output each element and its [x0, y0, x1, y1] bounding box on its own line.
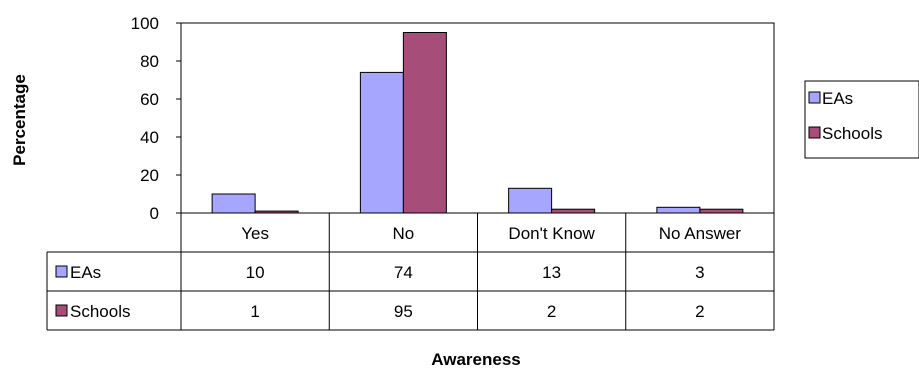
y-tick-label: 60 — [140, 90, 159, 109]
data-value: 74 — [394, 263, 413, 282]
bar-schools-no — [402, 32, 447, 214]
legend-entry: EAs — [822, 89, 853, 108]
y-tick-label: 80 — [140, 52, 159, 71]
data-value: 2 — [695, 302, 704, 321]
legend-entry: Schools — [822, 124, 882, 143]
data-value: 10 — [246, 263, 265, 282]
legend-box — [804, 80, 919, 159]
data-value: 95 — [394, 302, 413, 321]
data-value: 2 — [547, 302, 556, 321]
y-tick-label: 40 — [140, 128, 159, 147]
bar-schools-no-answer — [699, 208, 744, 214]
category-label: No Answer — [659, 224, 742, 243]
bar-eas-yes — [211, 193, 256, 214]
data-value: 3 — [695, 263, 704, 282]
bar-schools-yes — [254, 210, 299, 214]
y-axis-title: Percentage — [10, 74, 29, 166]
data-value: 13 — [542, 263, 561, 282]
bar-eas-don-t-know — [508, 187, 553, 214]
legend-swatch-schools — [808, 126, 821, 139]
y-tick-label: 20 — [140, 166, 159, 185]
x-axis-title: Awareness — [431, 350, 520, 369]
category-label: Don't Know — [508, 224, 595, 243]
table-key-swatch-eas — [55, 265, 68, 278]
bar-schools-don-t-know — [551, 208, 596, 214]
bars-layer — [211, 32, 744, 214]
data-table: Yes No Don't Know No Answer EAs 10 74 13 3 School… — [46, 213, 775, 331]
table-row-label: Schools — [70, 302, 130, 321]
table-row-label: EAs — [70, 263, 101, 282]
data-value: 1 — [250, 302, 259, 321]
category-label: Yes — [241, 224, 269, 243]
bar-eas-no — [359, 71, 404, 214]
y-tick-label: 0 — [150, 204, 159, 223]
y-tick-label: 100 — [131, 14, 159, 33]
legend: EAs Schools — [804, 80, 919, 159]
category-label: No — [393, 224, 415, 243]
legend-swatch-eas — [808, 91, 821, 104]
y-axis: 0 20 40 60 80 100 — [131, 14, 181, 223]
table-key-swatch-schools — [55, 304, 68, 317]
bar-eas-no-answer — [656, 206, 701, 214]
